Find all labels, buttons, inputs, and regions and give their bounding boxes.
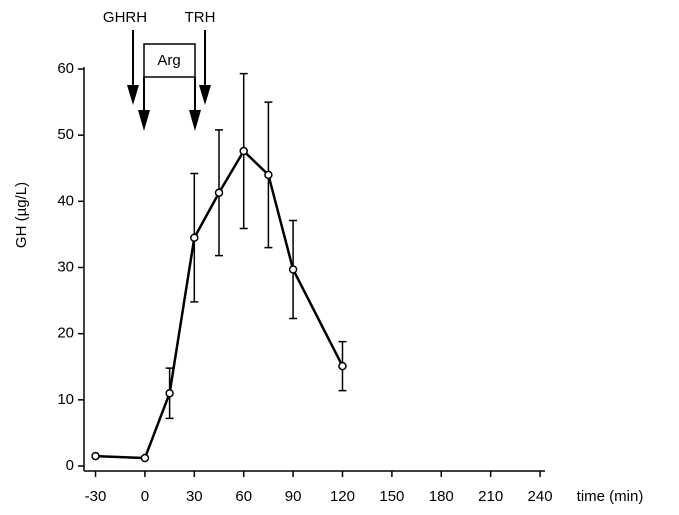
y-tick-label: 40	[57, 192, 74, 209]
arg-box	[143, 43, 196, 78]
point	[288, 265, 298, 274]
x-tick-label: 0	[141, 488, 149, 505]
x-axis-label: time (min)	[577, 488, 644, 505]
x-tick-label: 60	[235, 488, 252, 505]
x-tick-label: 30	[186, 488, 203, 505]
x-tick-label: 180	[429, 488, 454, 505]
point	[190, 233, 199, 242]
y-tick-label: 50	[57, 126, 74, 143]
point	[91, 451, 100, 461]
y-tick-label: 10	[57, 391, 74, 408]
annotation: TRH	[185, 9, 216, 26]
x-tick-label: 120	[330, 488, 355, 505]
x-tick-label: 90	[285, 488, 302, 505]
point	[264, 170, 273, 180]
x-tick-label: 210	[478, 488, 503, 505]
y-tick-label: 20	[57, 325, 74, 342]
y-axis-label: GH (µg/L)	[13, 182, 30, 248]
point	[239, 146, 248, 156]
annotation: Arg	[157, 52, 180, 69]
point	[214, 188, 224, 197]
annotation: GHRH	[103, 9, 147, 26]
arrows	[127, 30, 211, 131]
point	[165, 388, 174, 398]
y-tick-label: 0	[66, 457, 74, 474]
y-tick-label: 60	[57, 60, 74, 77]
x-tick-label: 240	[528, 488, 553, 505]
y-tick-label: 30	[57, 258, 74, 275]
point	[338, 361, 347, 371]
point	[140, 453, 150, 463]
x-tick-label: 150	[379, 488, 404, 505]
x-tick-label: -30	[85, 488, 107, 505]
